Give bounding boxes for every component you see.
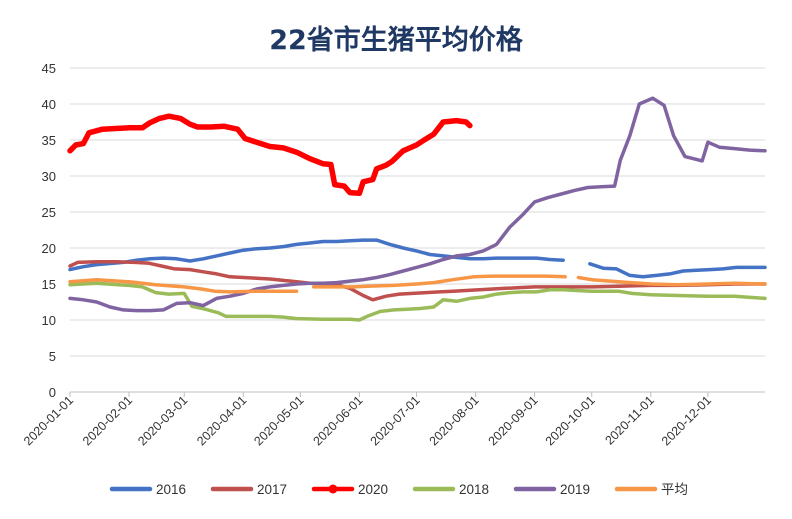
y-tick-label: 15 [42,277,56,292]
legend-entry-2019: 2019 [513,482,590,497]
series-lines [67,96,767,322]
legend-label: 2019 [560,482,590,497]
x-tick-label: 2020-08-01 [427,393,482,448]
legend-entry-2018: 2018 [412,482,489,497]
x-tick-label: 2020-04-01 [194,393,249,448]
legend-marker [328,484,338,494]
y-tick-label: 35 [42,133,56,148]
series-line-2018 [68,281,767,322]
series-2016 [68,238,767,279]
y-tick-label: 45 [42,61,56,76]
y-tick-label: 25 [42,205,56,220]
series-2018 [68,281,767,322]
legend-label: 2016 [156,482,186,497]
series-line-2017 [68,259,767,302]
legend-label: 2017 [257,482,287,497]
x-tick-label: 2020-09-01 [486,393,541,448]
y-tick-label: 10 [42,313,56,328]
x-tick-label: 2020-10-01 [543,393,598,448]
series-line-平均 [68,277,299,294]
series-line-2020 [67,113,473,197]
x-tick-label: 2020-06-01 [310,393,365,448]
y-tick-label: 20 [42,241,56,256]
gridlines [70,67,765,393]
y-tick-label: 0 [49,385,56,400]
legend-label: 2018 [459,482,489,497]
series-line-平均 [576,275,767,287]
y-tick-label: 30 [42,169,56,184]
series-平均 [68,274,767,294]
chart-title: 22省市生猪平均价格 [269,25,523,56]
legend-label: 2020 [358,482,388,497]
x-tick-label: 2020-12-01 [659,393,714,448]
x-tick-label: 2020-03-01 [135,393,190,448]
y-tick-label: 5 [49,349,56,364]
series-2020 [67,113,473,197]
legend-label: 平均 [661,482,688,497]
legend-entry-2016: 2016 [109,482,186,497]
x-tick-label: 2020-05-01 [251,393,306,448]
legend-entry-2020: 2020 [311,482,388,497]
y-tick-label: 40 [42,97,56,112]
x-tick-label: 2020-01-01 [21,393,76,448]
series-2017 [68,259,767,302]
x-tick-label: 2020-07-01 [368,393,423,448]
series-line-2016 [68,238,565,272]
series-line-平均 [311,274,567,289]
series-line-2016 [588,262,767,279]
legend: 2016 2017 2020 2018 2019 平均 [109,482,688,497]
x-tick-label: 2020-11-01 [602,393,656,447]
x-tick-label: 2020-02-01 [80,393,135,448]
series-2019 [68,96,767,313]
legend-entry-2017: 2017 [210,482,287,497]
legend-entry-平均: 平均 [614,482,688,497]
series-line-2019 [68,96,767,313]
